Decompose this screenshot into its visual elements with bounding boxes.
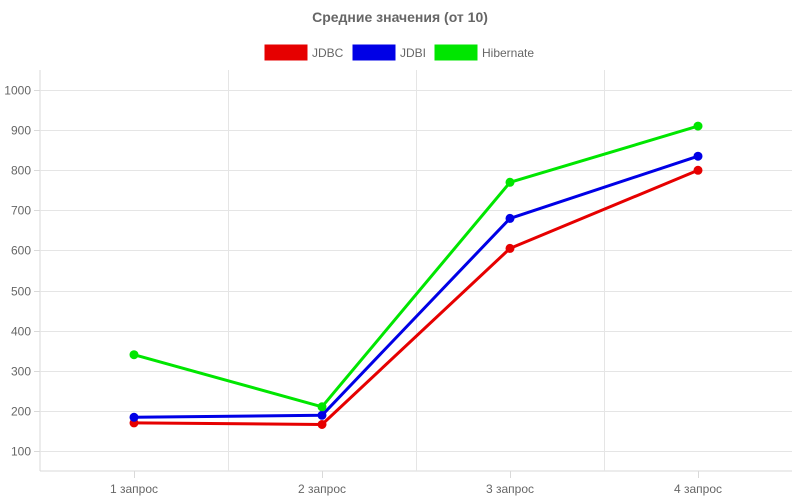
grid xyxy=(34,70,792,478)
x-tick-label: 3 запрос xyxy=(486,482,534,496)
legend-swatch xyxy=(352,44,396,61)
legend-label: JDBI xyxy=(400,46,426,60)
y-tick-label: 100 xyxy=(11,445,31,459)
legend-swatch xyxy=(264,44,308,61)
y-tick-label: 400 xyxy=(11,325,31,339)
y-tick-label: 700 xyxy=(11,204,31,218)
data-point-jdbc-3 xyxy=(505,243,515,253)
y-tick-label: 900 xyxy=(11,124,31,138)
legend: JDBC JDBI Hibernate xyxy=(264,44,534,61)
series-line-jdbi xyxy=(132,154,700,419)
data-point-jdbc-4 xyxy=(693,165,703,175)
data-point-hibernate-4 xyxy=(693,121,703,131)
y-tick-label: 600 xyxy=(11,244,31,258)
y-axis-ticks: 100 200 300 400 500 600 700 800 900 1000 xyxy=(4,84,31,459)
y-tick-label: 800 xyxy=(11,164,31,178)
chart-title: Средние значения (от 10) xyxy=(312,9,488,25)
data-point-jdbi-2 xyxy=(317,410,327,420)
y-tick-label: 1000 xyxy=(4,84,31,98)
x-tick-label: 2 запрос xyxy=(298,482,346,496)
legend-item-jdbc: JDBC xyxy=(264,44,344,61)
data-point-jdbi-3 xyxy=(505,213,515,223)
data-point-jdbi-4 xyxy=(693,151,703,161)
x-axis-ticks: 1 запрос 2 запрос 3 запрос 4 запрос xyxy=(110,482,722,496)
series-line-hibernate xyxy=(132,124,700,409)
data-point-hibernate-3 xyxy=(505,177,515,187)
y-tick-label: 200 xyxy=(11,405,31,419)
data-point-hibernate-1 xyxy=(129,350,139,360)
x-tick-label: 1 запрос xyxy=(110,482,158,496)
x-tick-label: 4 запрос xyxy=(674,482,722,496)
series-line-jdbc xyxy=(132,168,700,426)
y-tick-label: 500 xyxy=(11,285,31,299)
legend-label: Hibernate xyxy=(482,46,534,60)
legend-item-jdbi: JDBI xyxy=(352,44,426,61)
data-point-jdbc-2 xyxy=(317,420,327,429)
legend-swatch xyxy=(434,44,478,61)
series-lines xyxy=(129,121,703,429)
legend-label: JDBC xyxy=(312,46,344,60)
legend-item-hibernate: Hibernate xyxy=(434,44,534,61)
data-point-hibernate-2 xyxy=(317,402,327,412)
data-point-jdbi-1 xyxy=(129,412,139,422)
y-tick-label: 300 xyxy=(11,365,31,379)
